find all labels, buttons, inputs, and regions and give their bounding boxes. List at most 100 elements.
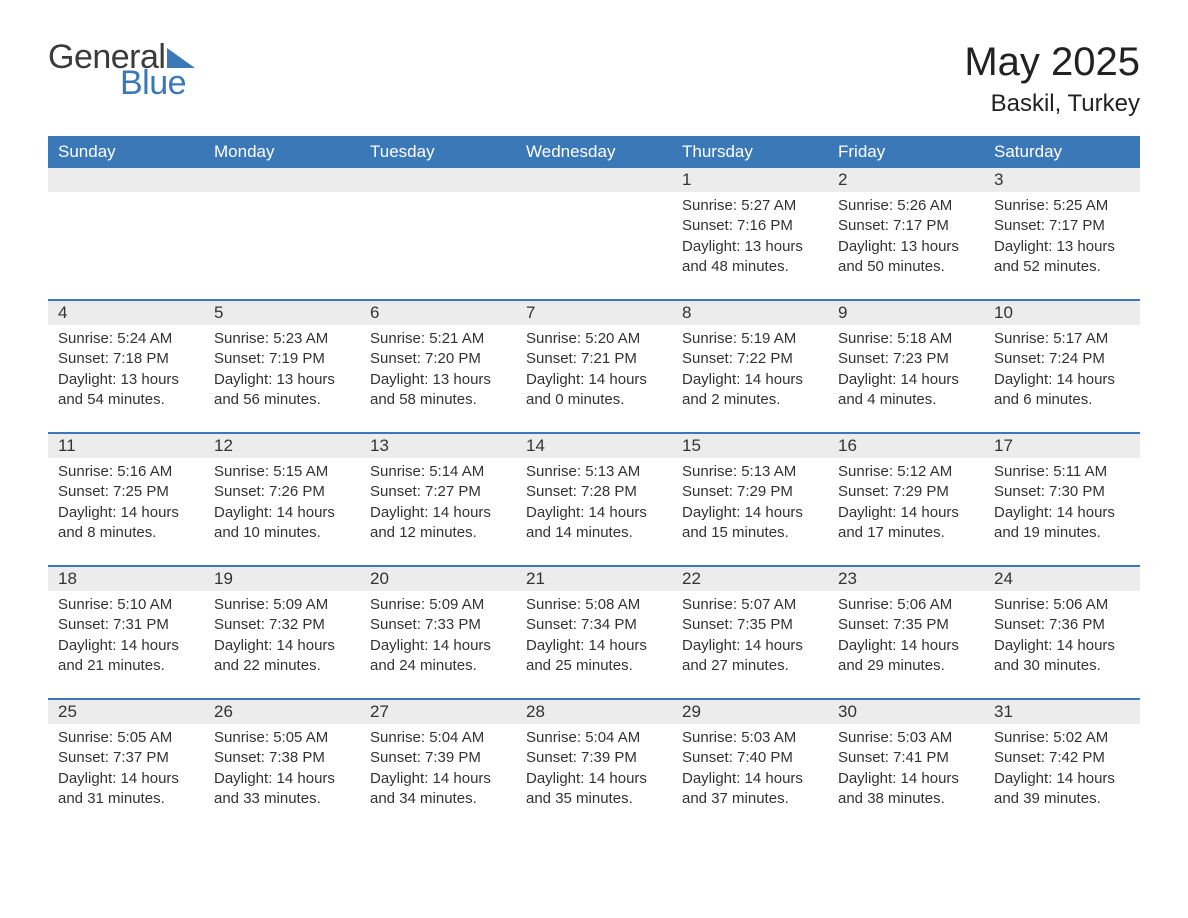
day-body: Sunrise: 5:04 AMSunset: 7:39 PMDaylight:… — [360, 724, 516, 831]
sunset-line: Sunset: 7:31 PM — [58, 615, 194, 635]
day-body: Sunrise: 5:19 AMSunset: 7:22 PMDaylight:… — [672, 325, 828, 432]
daylight-line: Daylight: 14 hours and 27 minutes. — [682, 636, 818, 677]
calendar-day: 31Sunrise: 5:02 AMSunset: 7:42 PMDayligh… — [984, 699, 1140, 831]
day-number: 10 — [984, 301, 1140, 325]
sunrise-line: Sunrise: 5:26 AM — [838, 196, 974, 216]
day-number: 7 — [516, 301, 672, 325]
calendar-day: 4Sunrise: 5:24 AMSunset: 7:18 PMDaylight… — [48, 300, 204, 433]
sunset-line: Sunset: 7:29 PM — [682, 482, 818, 502]
day-body: Sunrise: 5:24 AMSunset: 7:18 PMDaylight:… — [48, 325, 204, 432]
day-body-empty — [204, 192, 360, 238]
calendar-day: 15Sunrise: 5:13 AMSunset: 7:29 PMDayligh… — [672, 433, 828, 566]
day-number: 4 — [48, 301, 204, 325]
day-body: Sunrise: 5:02 AMSunset: 7:42 PMDaylight:… — [984, 724, 1140, 831]
day-body: Sunrise: 5:13 AMSunset: 7:28 PMDaylight:… — [516, 458, 672, 565]
daylight-line: Daylight: 14 hours and 2 minutes. — [682, 370, 818, 411]
daylight-line: Daylight: 14 hours and 21 minutes. — [58, 636, 194, 677]
calendar-week: 1Sunrise: 5:27 AMSunset: 7:16 PMDaylight… — [48, 168, 1140, 300]
day-number: 14 — [516, 434, 672, 458]
daylight-line: Daylight: 14 hours and 19 minutes. — [994, 503, 1130, 544]
day-header: Friday — [828, 136, 984, 168]
calendar-day: 9Sunrise: 5:18 AMSunset: 7:23 PMDaylight… — [828, 300, 984, 433]
sunrise-line: Sunrise: 5:18 AM — [838, 329, 974, 349]
day-body: Sunrise: 5:26 AMSunset: 7:17 PMDaylight:… — [828, 192, 984, 299]
day-body: Sunrise: 5:23 AMSunset: 7:19 PMDaylight:… — [204, 325, 360, 432]
sunrise-line: Sunrise: 5:25 AM — [994, 196, 1130, 216]
sunset-line: Sunset: 7:36 PM — [994, 615, 1130, 635]
day-number: 1 — [672, 168, 828, 192]
calendar-day: 25Sunrise: 5:05 AMSunset: 7:37 PMDayligh… — [48, 699, 204, 831]
day-number: 29 — [672, 700, 828, 724]
calendar-day-empty — [204, 168, 360, 300]
sunrise-line: Sunrise: 5:24 AM — [58, 329, 194, 349]
sunset-line: Sunset: 7:24 PM — [994, 349, 1130, 369]
day-body-empty — [516, 192, 672, 238]
daylight-line: Daylight: 14 hours and 14 minutes. — [526, 503, 662, 544]
location-name: Baskil, Turkey — [964, 90, 1140, 118]
day-number: 19 — [204, 567, 360, 591]
day-number: 17 — [984, 434, 1140, 458]
daylight-line: Daylight: 14 hours and 8 minutes. — [58, 503, 194, 544]
daylight-line: Daylight: 14 hours and 22 minutes. — [214, 636, 350, 677]
calendar-day: 8Sunrise: 5:19 AMSunset: 7:22 PMDaylight… — [672, 300, 828, 433]
sunset-line: Sunset: 7:17 PM — [838, 216, 974, 236]
sunrise-line: Sunrise: 5:05 AM — [214, 728, 350, 748]
sunrise-line: Sunrise: 5:27 AM — [682, 196, 818, 216]
calendar-day: 28Sunrise: 5:04 AMSunset: 7:39 PMDayligh… — [516, 699, 672, 831]
day-number: 11 — [48, 434, 204, 458]
day-number-empty — [204, 168, 360, 192]
sunrise-line: Sunrise: 5:23 AM — [214, 329, 350, 349]
calendar-day: 21Sunrise: 5:08 AMSunset: 7:34 PMDayligh… — [516, 566, 672, 699]
calendar-day-empty — [360, 168, 516, 300]
day-body: Sunrise: 5:08 AMSunset: 7:34 PMDaylight:… — [516, 591, 672, 698]
sunrise-line: Sunrise: 5:16 AM — [58, 462, 194, 482]
sunset-line: Sunset: 7:37 PM — [58, 748, 194, 768]
day-body: Sunrise: 5:07 AMSunset: 7:35 PMDaylight:… — [672, 591, 828, 698]
sunrise-line: Sunrise: 5:19 AM — [682, 329, 818, 349]
day-body: Sunrise: 5:20 AMSunset: 7:21 PMDaylight:… — [516, 325, 672, 432]
sunrise-line: Sunrise: 5:12 AM — [838, 462, 974, 482]
daylight-line: Daylight: 13 hours and 52 minutes. — [994, 237, 1130, 278]
calendar-day: 14Sunrise: 5:13 AMSunset: 7:28 PMDayligh… — [516, 433, 672, 566]
sunset-line: Sunset: 7:29 PM — [838, 482, 974, 502]
daylight-line: Daylight: 14 hours and 38 minutes. — [838, 769, 974, 810]
sunset-line: Sunset: 7:35 PM — [838, 615, 974, 635]
day-number-empty — [48, 168, 204, 192]
calendar-day: 27Sunrise: 5:04 AMSunset: 7:39 PMDayligh… — [360, 699, 516, 831]
sunset-line: Sunset: 7:16 PM — [682, 216, 818, 236]
sunset-line: Sunset: 7:30 PM — [994, 482, 1130, 502]
sunrise-line: Sunrise: 5:09 AM — [370, 595, 506, 615]
day-number: 28 — [516, 700, 672, 724]
daylight-line: Daylight: 14 hours and 39 minutes. — [994, 769, 1130, 810]
day-number: 15 — [672, 434, 828, 458]
day-body: Sunrise: 5:09 AMSunset: 7:32 PMDaylight:… — [204, 591, 360, 698]
day-header: Sunday — [48, 136, 204, 168]
sunrise-line: Sunrise: 5:04 AM — [370, 728, 506, 748]
sunrise-line: Sunrise: 5:03 AM — [682, 728, 818, 748]
day-number: 23 — [828, 567, 984, 591]
day-body: Sunrise: 5:25 AMSunset: 7:17 PMDaylight:… — [984, 192, 1140, 299]
daylight-line: Daylight: 13 hours and 54 minutes. — [58, 370, 194, 411]
calendar-week: 11Sunrise: 5:16 AMSunset: 7:25 PMDayligh… — [48, 433, 1140, 566]
day-body: Sunrise: 5:03 AMSunset: 7:40 PMDaylight:… — [672, 724, 828, 831]
day-body: Sunrise: 5:21 AMSunset: 7:20 PMDaylight:… — [360, 325, 516, 432]
day-body: Sunrise: 5:11 AMSunset: 7:30 PMDaylight:… — [984, 458, 1140, 565]
sunrise-line: Sunrise: 5:11 AM — [994, 462, 1130, 482]
day-body: Sunrise: 5:06 AMSunset: 7:35 PMDaylight:… — [828, 591, 984, 698]
daylight-line: Daylight: 14 hours and 30 minutes. — [994, 636, 1130, 677]
month-title: May 2025 — [964, 40, 1140, 84]
sunset-line: Sunset: 7:19 PM — [214, 349, 350, 369]
daylight-line: Daylight: 14 hours and 4 minutes. — [838, 370, 974, 411]
calendar-day: 1 Sunrise: 5:27 AMSunset: 7:16 PMDaylight… — [672, 168, 828, 300]
title-block: May 2025 Baskil, Turkey — [964, 40, 1140, 118]
sunrise-line: Sunrise: 5:13 AM — [682, 462, 818, 482]
sunrise-line: Sunrise: 5:10 AM — [58, 595, 194, 615]
sunset-line: Sunset: 7:33 PM — [370, 615, 506, 635]
daylight-line: Daylight: 13 hours and 48 minutes. — [682, 237, 818, 278]
calendar-day: 11Sunrise: 5:16 AMSunset: 7:25 PMDayligh… — [48, 433, 204, 566]
logo: General Blue — [48, 40, 195, 100]
day-number: 25 — [48, 700, 204, 724]
sunset-line: Sunset: 7:42 PM — [994, 748, 1130, 768]
sunset-line: Sunset: 7:17 PM — [994, 216, 1130, 236]
daylight-line: Daylight: 14 hours and 37 minutes. — [682, 769, 818, 810]
